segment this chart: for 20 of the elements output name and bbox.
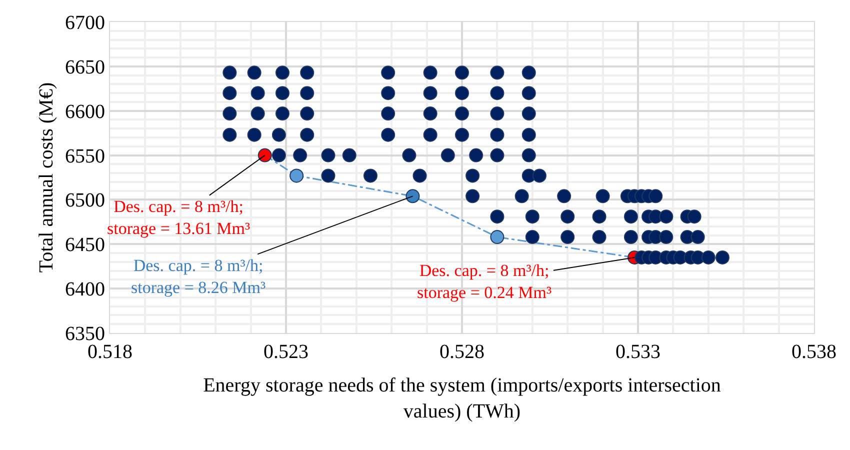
point [290,168,304,183]
y-tick-label: 6450 [65,234,105,256]
y-tick-label: 6400 [65,278,105,301]
annotation: Des. cap. = 8 m³/h; storage = 0.24 Mm³ [417,261,552,302]
x-axis-title: Energy storage needs of the system (imports/exports intersection values) (TWh) [203,374,721,422]
y-tick-label: 6500 [65,190,105,212]
x-tick-label: 0.528 [440,341,484,363]
point [406,189,420,204]
y-tick-label: 6550 [65,145,105,168]
y-tick-label: 6650 [65,56,105,78]
x-tick-label: 0.533 [616,341,660,363]
x-tick-label: 0.538 [792,341,836,363]
annotation: Des. cap. = 8 m³/h; storage = 13.61 Mm³ [107,197,250,238]
y-axis-title: Total annual costs (M€) [36,82,58,273]
y-tick-label: 6700 [65,12,105,34]
y-tick-label: 6600 [65,100,105,123]
annotation: Des. cap. = 8 m³/h; storage = 8.26 Mm³ [131,256,266,298]
point [258,148,272,162]
point [490,230,504,244]
x-tick-label: 0.523 [264,341,308,363]
